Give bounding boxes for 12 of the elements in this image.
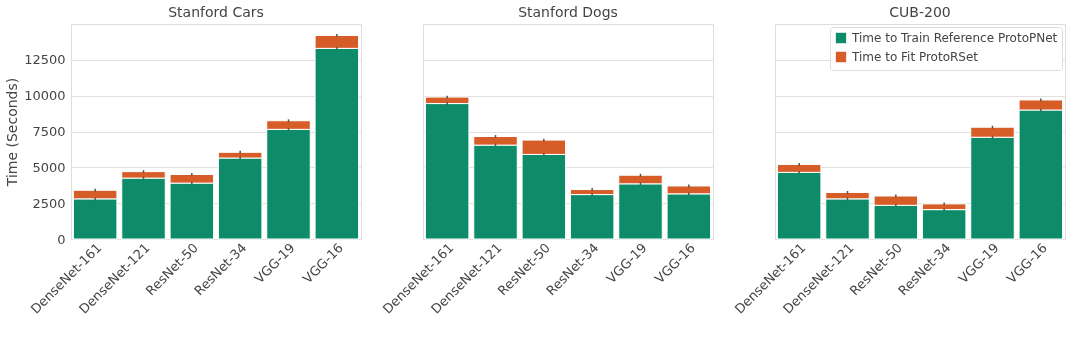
y-tick-label: 12500 — [24, 52, 66, 68]
chart-title: Stanford Cars — [168, 4, 264, 20]
y-tick-label: 7500 — [32, 124, 66, 139]
chart-title: CUB-200 — [889, 4, 951, 20]
y-tick-label: 2500 — [32, 195, 66, 211]
legend-label: Time to Train Reference ProtoPNet — [851, 31, 1058, 45]
y-tick-label: 0 — [57, 231, 66, 247]
y-tick-label: 10000 — [24, 88, 66, 104]
chart-title: Stanford Dogs — [518, 4, 618, 20]
legend-label: Time to Fit ProtoRSet — [851, 50, 979, 64]
y-tick-label: 5000 — [32, 159, 66, 175]
y-axis-title: Time (Seconds) — [4, 77, 21, 188]
